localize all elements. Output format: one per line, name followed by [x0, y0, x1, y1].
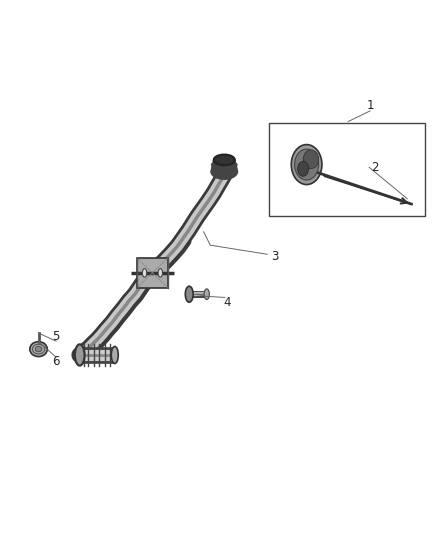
Ellipse shape [212, 160, 237, 173]
Ellipse shape [75, 344, 85, 366]
Ellipse shape [303, 150, 318, 168]
Ellipse shape [142, 269, 147, 277]
Ellipse shape [213, 156, 235, 168]
Ellipse shape [204, 289, 209, 300]
Text: 1: 1 [366, 99, 374, 112]
Text: 6: 6 [52, 355, 60, 368]
Ellipse shape [35, 346, 42, 352]
Bar [269, 123, 425, 216]
Text: 5: 5 [53, 330, 60, 343]
Ellipse shape [297, 161, 308, 176]
Ellipse shape [158, 269, 162, 277]
Ellipse shape [30, 342, 47, 357]
Text: 4: 4 [223, 296, 231, 309]
Ellipse shape [185, 286, 193, 302]
Ellipse shape [214, 155, 235, 165]
Text: 3: 3 [272, 251, 279, 263]
Ellipse shape [211, 164, 237, 179]
Bar [137, 258, 168, 288]
Ellipse shape [294, 149, 318, 180]
Text: 2: 2 [371, 161, 378, 174]
Ellipse shape [111, 346, 118, 364]
Ellipse shape [291, 144, 322, 184]
